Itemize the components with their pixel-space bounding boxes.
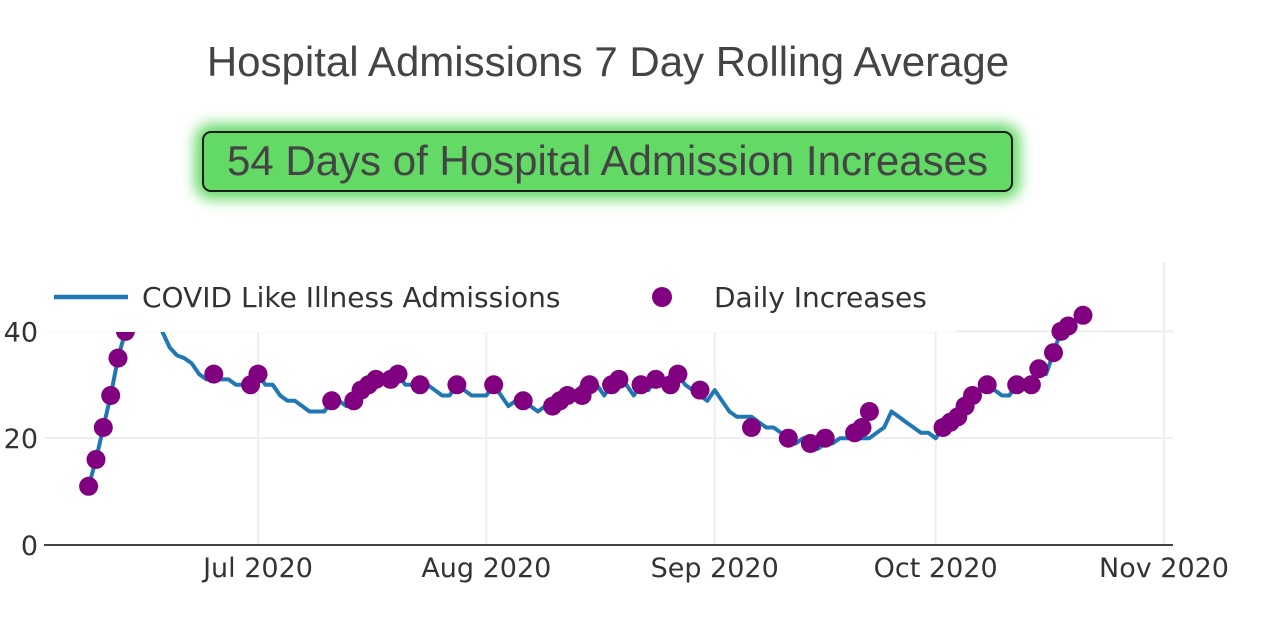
chart-title: Hospital Admissions 7 Day Rolling Averag… — [206, 38, 1010, 85]
daily-increase-point[interactable] — [852, 418, 872, 437]
x-tick-label: Jul 2020 — [201, 553, 313, 584]
legend[interactable]: COVID Like Illness Admissions Daily Incr… — [54, 281, 927, 314]
daily-increase-point[interactable] — [1007, 375, 1027, 395]
daily-increase-point[interactable] — [742, 418, 761, 437]
daily-increase-point[interactable] — [248, 364, 268, 384]
daily-increase-point[interactable] — [815, 428, 835, 448]
daily-increase-point[interactable] — [609, 369, 629, 389]
x-tick-label: Sep 2020 — [651, 553, 779, 584]
daily-increase-point[interactable] — [668, 364, 688, 384]
y-tick-label: 20 — [4, 424, 38, 455]
x-tick-label: Oct 2020 — [874, 553, 998, 584]
legend-label-daily-increases[interactable]: Daily Increases — [714, 281, 927, 314]
daily-increase-point[interactable] — [447, 375, 467, 395]
axes: 0 20 40 Jul 2020 Aug 2020 Sep 2020 Oct 2020 Nov… — [4, 317, 1229, 584]
daily-increase-point[interactable] — [86, 450, 106, 469]
daily-increase-point[interactable] — [366, 369, 386, 389]
daily-increase-point[interactable] — [690, 380, 710, 400]
daily-increase-markers — [79, 305, 1093, 496]
daily-increase-point[interactable] — [778, 428, 798, 448]
x-tick-label: Nov 2020 — [1099, 553, 1229, 584]
x-tick-label: Aug 2020 — [421, 553, 551, 584]
y-tick-label: 40 — [4, 317, 38, 348]
daily-increase-point[interactable] — [484, 375, 504, 395]
daily-increase-point[interactable] — [631, 375, 651, 395]
daily-increase-point[interactable] — [513, 391, 533, 411]
daily-increase-point[interactable] — [646, 369, 666, 389]
daily-increase-point[interactable] — [322, 391, 342, 411]
increase-streak-banner: 54 Days of Hospital Admission Increases — [202, 131, 1013, 192]
daily-increase-point[interactable] — [977, 375, 997, 395]
daily-increase-point[interactable] — [108, 348, 128, 368]
legend-marker-swatch — [652, 287, 672, 307]
legend-label-admissions[interactable]: COVID Like Illness Admissions — [142, 281, 560, 314]
y-tick-label: 0 — [21, 531, 38, 562]
daily-increase-point[interactable] — [79, 476, 99, 496]
daily-increase-point[interactable] — [388, 364, 408, 384]
daily-increase-point[interactable] — [1044, 343, 1063, 363]
daily-increase-point[interactable] — [101, 386, 121, 405]
daily-increase-point[interactable] — [800, 434, 820, 453]
increase-streak-text: 54 Days of Hospital Admission Increases — [226, 137, 989, 184]
daily-increase-point[interactable] — [93, 418, 113, 437]
daily-increase-point[interactable] — [963, 386, 982, 405]
daily-increase-point[interactable] — [204, 364, 224, 384]
daily-increase-point[interactable] — [1058, 316, 1078, 336]
daily-increase-point[interactable] — [1029, 359, 1049, 379]
daily-increase-point[interactable] — [1073, 305, 1093, 325]
legend-background — [44, 262, 956, 332]
daily-increase-point[interactable] — [1021, 375, 1041, 395]
daily-increase-point[interactable] — [580, 375, 599, 395]
daily-increase-point[interactable] — [557, 386, 577, 405]
daily-increase-point[interactable] — [859, 402, 879, 421]
daily-increase-point[interactable] — [410, 375, 430, 395]
